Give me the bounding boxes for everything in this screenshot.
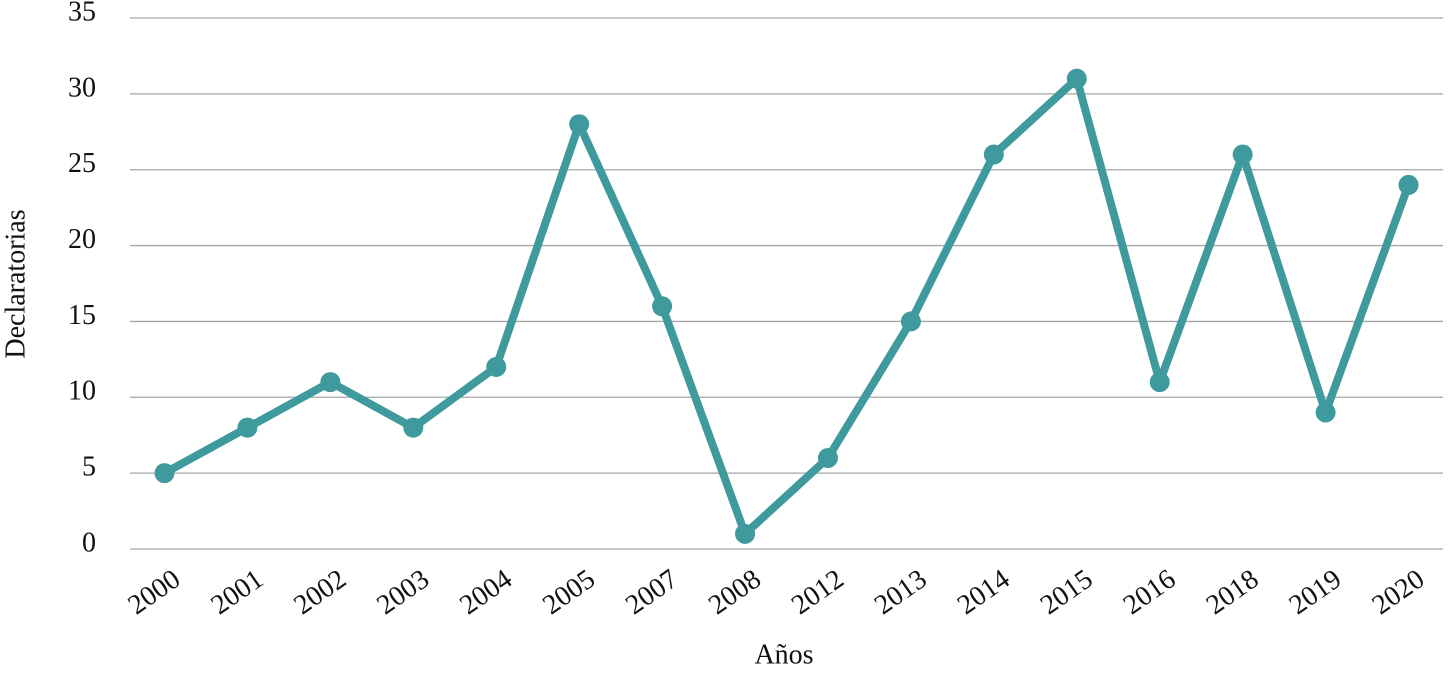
data-point xyxy=(817,447,838,468)
x-tick-label: 2003 xyxy=(371,564,435,622)
data-point xyxy=(900,311,921,332)
x-tick-label: 2007 xyxy=(620,564,684,622)
y-tick-label: 10 xyxy=(68,376,96,407)
data-point xyxy=(403,417,424,438)
x-tick-label: 2020 xyxy=(1367,564,1431,622)
data-point xyxy=(320,372,341,393)
y-tick-label: 20 xyxy=(68,224,96,255)
data-point xyxy=(652,296,673,317)
y-tick-label: 15 xyxy=(68,300,96,331)
data-point xyxy=(735,523,756,544)
data-point xyxy=(154,463,175,484)
data-line xyxy=(160,74,1413,538)
x-tick-label: 2013 xyxy=(869,564,933,622)
x-tick-label: 2001 xyxy=(205,564,269,622)
x-tick-label: 2016 xyxy=(1118,564,1182,622)
x-tick-label: 2018 xyxy=(1201,564,1265,622)
x-tick-label: 2004 xyxy=(454,564,518,622)
x-tick-label: 2019 xyxy=(1284,564,1348,622)
x-tick-label: 2000 xyxy=(123,564,187,622)
x-tick-label: 2005 xyxy=(537,564,601,622)
data-point xyxy=(1066,68,1087,89)
data-point xyxy=(237,417,258,438)
data-point xyxy=(1232,144,1253,165)
x-tick-label: 2014 xyxy=(952,564,1016,622)
x-axis-title: Años xyxy=(754,639,813,670)
data-point xyxy=(569,114,590,135)
data-point xyxy=(486,356,507,377)
data-point xyxy=(1149,372,1170,393)
y-axis-title: Declaratorias xyxy=(0,209,31,358)
x-tick-label: 2002 xyxy=(288,564,352,622)
y-tick-label: 35 xyxy=(68,0,96,27)
x-tick-label: 2015 xyxy=(1035,564,1099,622)
y-tick-label: 30 xyxy=(68,72,96,103)
x-tick-label: 2008 xyxy=(703,564,767,622)
data-point xyxy=(983,144,1004,165)
data-point xyxy=(1315,402,1336,423)
x-tick-label: 2012 xyxy=(786,564,850,622)
y-tick-label: 0 xyxy=(82,527,96,558)
y-tick-label: 5 xyxy=(82,452,96,483)
y-tick-label: 25 xyxy=(68,148,96,179)
data-point xyxy=(1398,174,1419,195)
